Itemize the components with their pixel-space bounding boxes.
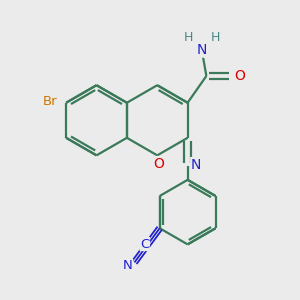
Text: Br: Br <box>43 95 57 108</box>
Text: N: N <box>197 43 207 57</box>
Text: O: O <box>235 69 245 83</box>
Text: N: N <box>123 260 133 272</box>
Text: H: H <box>184 31 193 44</box>
Text: H: H <box>211 31 220 44</box>
Text: N: N <box>191 158 201 172</box>
Text: O: O <box>153 157 164 171</box>
Text: C: C <box>140 238 149 250</box>
